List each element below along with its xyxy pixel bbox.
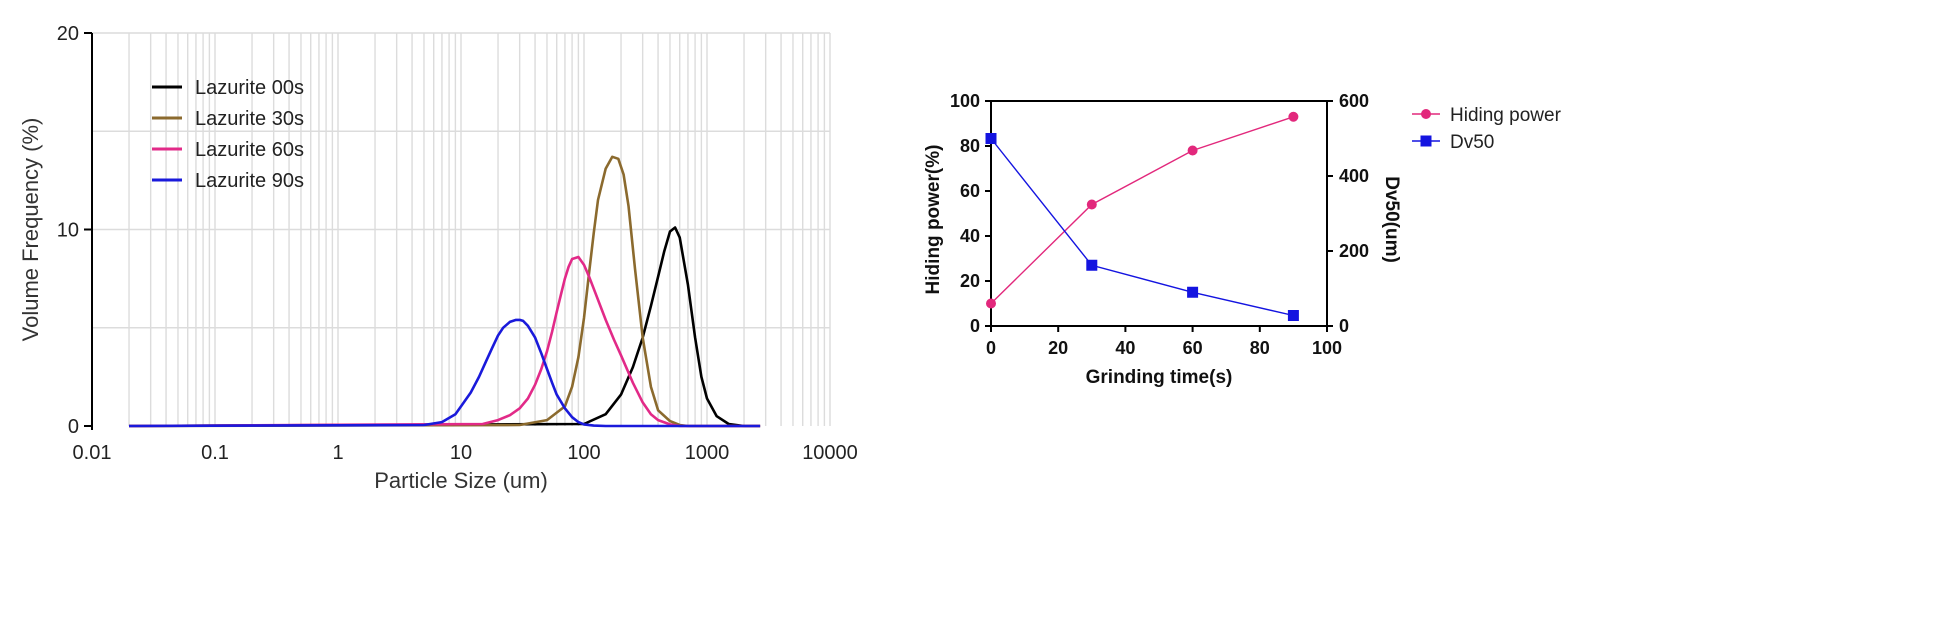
c2-y-tick-label: 0	[970, 316, 980, 336]
c2-legend-label-1: Dv50	[1450, 132, 1494, 153]
c2-x-tick-label: 40	[1115, 338, 1135, 358]
c2-legend-marker-1	[1420, 135, 1432, 147]
c2-y-tick-label: 20	[960, 271, 980, 291]
c1-x-tick-label: 1	[332, 442, 343, 464]
c2-x-tick-label: 0	[986, 338, 996, 358]
c2-series-line-1	[990, 138, 1294, 317]
c1-x-tick-label: 0.01	[73, 442, 112, 464]
c2-y-tick-label-right: 600	[1339, 91, 1369, 111]
c2-x-tick-label: 60	[1183, 338, 1203, 358]
c2-x-axis-label: Grinding time(s)	[1086, 367, 1233, 388]
c1-x-tick-label: 10	[450, 442, 472, 464]
c2-point-1-0	[985, 133, 997, 144]
c1-y-tick-label: 20	[57, 23, 79, 45]
c2-y-tick-label-right: 200	[1339, 241, 1369, 261]
c1-y-ticks: 0 10 20	[57, 23, 92, 438]
c2-y-tick-label: 80	[960, 136, 980, 156]
c1-y-tick-label: 10	[57, 220, 79, 242]
particle-size-chart: 0.01 0.1 1 10 100 1000 10000 0 10 20 Particle Si…	[18, 23, 858, 493]
c2-y-tick-label: 100	[950, 91, 980, 111]
c2-point-1-2	[1187, 286, 1199, 298]
c2-point-0-2	[1187, 145, 1198, 156]
c2-legend-marker-0	[1421, 109, 1431, 119]
c2-y-ticks-left: 0 20 40 60 80 100	[950, 91, 991, 336]
c2-series-line-0	[990, 116, 1294, 304]
c1-x-tick-label: 0.1	[201, 442, 229, 464]
c1-x-ticks: 0.01 0.1 1 10 100 1000 10000	[73, 442, 858, 464]
c1-x-axis-label: Particle Size (um)	[374, 468, 548, 493]
c1-grid	[92, 32, 831, 426]
c1-legend-label-2: Lazurite 60s	[195, 139, 304, 161]
c2-y-axis-label-right: Dv50(um)	[1381, 176, 1402, 263]
c2-point-1-1	[1086, 259, 1098, 271]
c2-point-0-3	[1288, 111, 1299, 122]
c2-y-tick-label-right: 400	[1339, 166, 1369, 186]
c1-legend-label-0: Lazurite 00s	[195, 77, 304, 99]
c1-legend-label-3: Lazurite 90s	[195, 170, 304, 192]
c2-point-1-3	[1287, 310, 1299, 321]
c1-x-tick-label: 100	[567, 442, 600, 464]
c2-point-0-1	[1086, 199, 1097, 210]
c2-series-group	[985, 111, 1299, 321]
c1-series-line-0	[128, 226, 761, 428]
c1-series-line-2	[128, 255, 761, 428]
c2-y-tick-label-right: 0	[1339, 316, 1349, 336]
c1-x-tick-label: 10000	[802, 442, 858, 464]
c2-x-tick-label: 100	[1312, 338, 1342, 358]
c2-y-ticks-right: 0 200 400 600	[1327, 91, 1369, 336]
c2-legend: Hiding power Dv50	[1412, 105, 1562, 153]
c2-point-0-0	[986, 298, 996, 309]
c2-legend-label-0: Hiding power	[1450, 105, 1562, 126]
c1-y-tick-label: 0	[68, 416, 79, 438]
c2-x-tick-label: 20	[1048, 338, 1068, 358]
c1-series-line-1	[128, 155, 761, 428]
c2-y-axis-label-left: Hiding power(%)	[923, 145, 944, 295]
c1-x-tick-label: 1000	[685, 442, 730, 464]
c1-y-axis-label: Volume Frequency (%)	[18, 118, 43, 342]
c1-legend-label-1: Lazurite 30s	[195, 108, 304, 130]
c2-x-ticks: 0 20 40 60 80 100	[986, 326, 1342, 358]
c2-plot-frame	[990, 100, 1328, 327]
c1-series-line-3	[128, 318, 761, 428]
c2-y-tick-label: 60	[960, 181, 980, 201]
c2-y-tick-label: 40	[960, 226, 980, 246]
c1-series-group	[128, 155, 761, 428]
grinding-time-chart: 0 20 40 60 80 100 0 20 40 60 80 100 0 200 400 600 Gri…	[923, 91, 1562, 388]
c2-x-tick-label: 80	[1250, 338, 1270, 358]
c1-legend: Lazurite 00s Lazurite 30s Lazurite 60s Lazu…	[152, 77, 304, 192]
